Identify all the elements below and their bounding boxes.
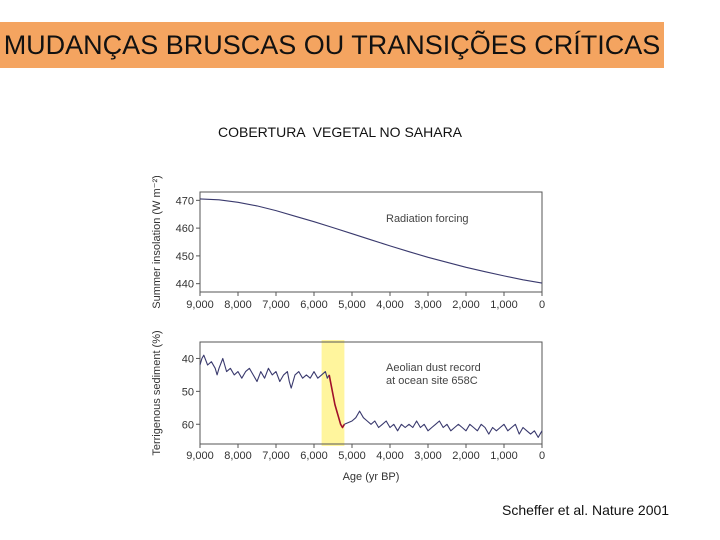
x-tick-label: 0 (539, 450, 545, 462)
series-line (199, 198, 543, 284)
chart-annotation: at ocean site 658C (386, 375, 478, 387)
y-tick-label: 470 (176, 195, 194, 207)
y-axis-label: Summer insolation (W m⁻²) (151, 176, 163, 309)
x-tick-label: 7,000 (262, 450, 290, 462)
slide-title: MUDANÇAS BRUSCAS OU TRANSIÇÕES CRÍTICAS (3, 29, 661, 60)
x-tick-label: 1,000 (490, 299, 518, 311)
chart-subtitle: COBERTURA VEGETAL NO SAHARA (218, 124, 463, 140)
x-tick-label: 8,000 (224, 299, 252, 311)
x-tick-label: 5,000 (338, 450, 366, 462)
x-tick-label: 0 (539, 299, 545, 311)
x-tick-label: 4,000 (376, 450, 404, 462)
x-tick-label: 9,000 (186, 450, 214, 462)
x-tick-label: 7,000 (262, 299, 290, 311)
citation: Scheffer et al. Nature 2001 (502, 502, 670, 518)
plot-frame-1 (199, 191, 543, 293)
y-tick-label: 50 (182, 386, 194, 398)
y-tick-label: 450 (176, 251, 194, 263)
plot-frame-2 (199, 341, 543, 445)
title-banner: MUDANÇAS BRUSCAS OU TRANSIÇÕES CRÍTICAS (0, 22, 664, 68)
x-tick-label: 6,000 (300, 450, 328, 462)
x-tick-label: 4,000 (376, 299, 404, 311)
y-tick-label: 60 (182, 419, 194, 431)
y-tick-label: 40 (182, 353, 194, 365)
x-tick-label: 9,000 (186, 299, 214, 311)
chart-svg: 9,000 8,000 7,000 6,000 5,000 4,000 3,000 2,000… (151, 176, 545, 483)
x-tick-label: 8,000 (224, 450, 252, 462)
x-tick-label: 1,000 (490, 450, 518, 462)
x-tick-label: 3,000 (414, 299, 442, 311)
x-tick-label: 2,000 (452, 450, 480, 462)
y-tick-label: 460 (176, 223, 194, 235)
series-line (344, 410, 543, 438)
chart-annotation: Aeolian dust record (386, 362, 481, 374)
x-tick-label: 2,000 (452, 299, 480, 311)
x-tick-label: 5,000 (338, 299, 366, 311)
y-tick-label: 440 (176, 279, 194, 291)
transition-series-line (328, 374, 346, 429)
figure-panels: 9,000 8,000 7,000 6,000 5,000 4,000 3,000 2,000… (150, 176, 556, 488)
x-tick-label: 3,000 (414, 450, 442, 462)
y-axis-label: Terrigenous sediment (%) (151, 330, 163, 455)
series-line (199, 354, 330, 389)
x-axis-label: Age (yr BP) (343, 471, 400, 483)
x-tick-label: 6,000 (300, 299, 328, 311)
chart-annotation: Radiation forcing (386, 213, 469, 225)
